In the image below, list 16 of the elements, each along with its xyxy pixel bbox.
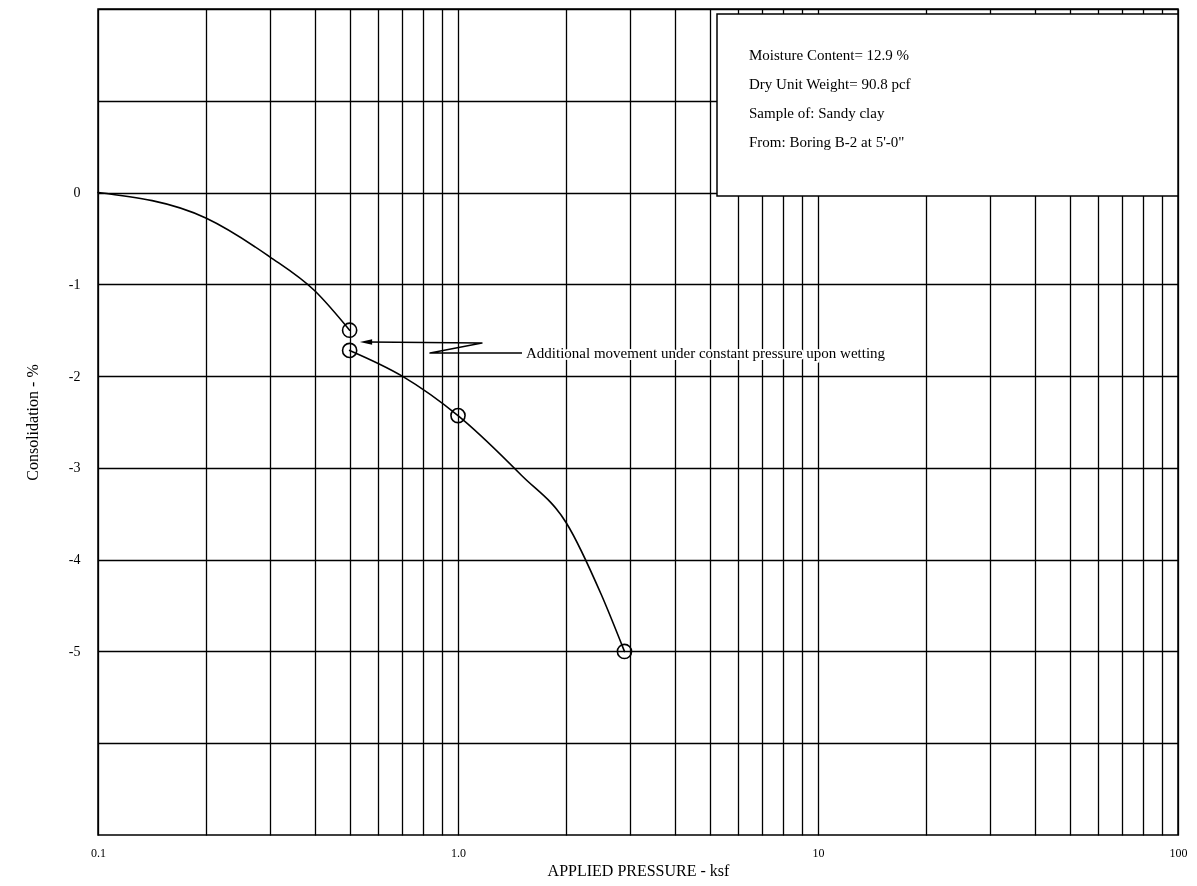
x-axis-title: APPLIED PRESSURE - ksf <box>547 861 731 879</box>
annotation: Moisture Content= 12.9 % <box>749 47 910 63</box>
x-tick-label: 10 <box>812 845 825 860</box>
y-tick-label: -5 <box>68 643 81 659</box>
annotation: From: Boring B-2 at 5'-0" <box>749 134 905 150</box>
y-tick-label: -4 <box>68 552 81 568</box>
y-tick-label: -3 <box>68 460 81 476</box>
x-tick-label: 0.1 <box>91 845 106 860</box>
y-tick-label: -1 <box>68 276 81 292</box>
annotation: Dry Unit Weight= 90.8 pcf <box>749 76 911 92</box>
y-tick-label: -2 <box>68 368 81 384</box>
y-tick-label: 0 <box>73 185 81 201</box>
x-tick-label: 1.0 <box>451 845 466 860</box>
annotation: Sample of: Sandy clay <box>749 105 885 121</box>
x-tick-label: 100 <box>1169 845 1188 860</box>
y-axis-title: Consolidation - % <box>23 364 41 481</box>
